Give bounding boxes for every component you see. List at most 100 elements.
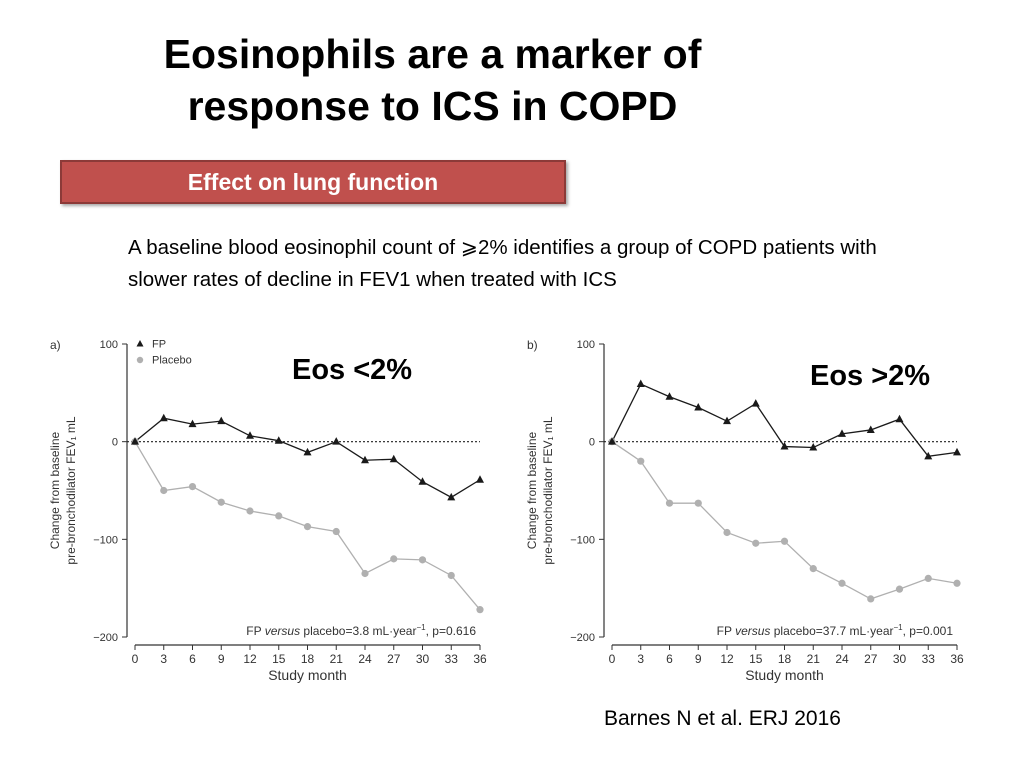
x-tick-label: 9 xyxy=(695,652,702,666)
placebo-point xyxy=(361,569,369,578)
y-tick-label: 0 xyxy=(589,437,595,449)
fp-point xyxy=(476,475,484,483)
fp-point xyxy=(866,425,875,433)
x-tick-label: 27 xyxy=(864,652,878,666)
stats-annotation: FP versus placebo=3.8 mL·year−1, p=0.616 xyxy=(246,623,476,638)
stats-annotation-versus: versus xyxy=(735,624,770,638)
fp-point xyxy=(274,436,283,444)
stats-annotation-versus: versus xyxy=(265,624,300,638)
x-tick-label: 24 xyxy=(358,652,372,666)
placebo-point xyxy=(418,556,427,564)
fp-point xyxy=(303,447,312,456)
fp-point xyxy=(389,454,398,463)
placebo-point xyxy=(246,507,254,515)
description-text: A baseline blood eosinophil count of ⩾2%… xyxy=(128,236,877,291)
x-tick-label: 3 xyxy=(160,652,167,666)
placebo-point xyxy=(188,482,197,491)
slide-title: Eosinophils are a marker of response to … xyxy=(163,31,702,129)
legend-placebo-marker xyxy=(136,356,144,364)
x-tick-label: 15 xyxy=(749,652,763,666)
x-tick-label: 24 xyxy=(835,652,849,666)
fp-point xyxy=(809,443,818,451)
placebo-point xyxy=(723,528,731,537)
placebo-point xyxy=(390,555,398,563)
fp-point xyxy=(924,451,933,460)
stats-annotation-prefix: FP xyxy=(717,624,735,638)
placebo-point xyxy=(809,565,817,573)
y-tick-label: 100 xyxy=(577,339,595,351)
fp-point xyxy=(953,447,961,456)
x-tick-label: 0 xyxy=(609,652,616,666)
x-tick-label: 3 xyxy=(637,652,644,666)
fp-point xyxy=(159,413,168,422)
fp-series-line xyxy=(134,417,481,499)
x-axis-label: Study month xyxy=(745,667,824,683)
y-axis-label-line2: pre-bronchodilator FEV₁ mL xyxy=(64,416,78,564)
stats-annotation-pvalue: , p=0.616 xyxy=(426,624,477,638)
fp-point xyxy=(447,492,456,501)
fp-point xyxy=(608,437,616,445)
legend-fp-label: FP xyxy=(152,339,166,351)
placebo-point xyxy=(694,499,702,507)
x-tick-label: 12 xyxy=(243,652,257,666)
y-tick-label: −100 xyxy=(570,534,595,546)
placebo-point xyxy=(476,606,484,614)
placebo-point xyxy=(752,539,760,547)
fp-point xyxy=(131,437,139,445)
x-tick-label: 30 xyxy=(893,652,907,666)
y-axis-label-line1: Change from baseline xyxy=(48,431,62,549)
placebo-point xyxy=(895,585,904,593)
eos-label-b: Eos >2% xyxy=(810,360,931,392)
x-tick-label: 9 xyxy=(218,652,225,666)
fp-point xyxy=(217,416,226,425)
fp-point xyxy=(694,402,703,411)
x-tick-label: 0 xyxy=(132,652,139,666)
fp-point xyxy=(723,416,731,425)
x-tick-label: 33 xyxy=(922,652,936,666)
x-tick-label: 15 xyxy=(272,652,286,666)
x-tick-label: 36 xyxy=(950,652,964,666)
fp-point xyxy=(838,429,846,437)
fp-point xyxy=(246,431,254,439)
stats-annotation: FP versus placebo=37.7 mL·year−1, p=0.00… xyxy=(717,623,954,638)
section-banner: Effect on lung function xyxy=(60,160,566,204)
fp-point xyxy=(361,455,369,464)
y-tick-label: −200 xyxy=(570,632,595,644)
x-tick-label: 18 xyxy=(301,652,315,666)
x-tick-label: 27 xyxy=(387,652,401,666)
y-tick-label: 100 xyxy=(100,339,118,351)
stats-annotation-superscript: −1 xyxy=(893,623,903,632)
placebo-point xyxy=(217,498,225,506)
placebo-point xyxy=(838,579,846,587)
y-tick-label: 0 xyxy=(112,437,118,449)
placebo-point xyxy=(780,537,789,545)
fp-point xyxy=(751,399,760,407)
fp-point xyxy=(636,379,645,388)
x-tick-label: 33 xyxy=(445,652,459,666)
x-tick-label: 21 xyxy=(330,652,344,666)
panel-letter: a) xyxy=(50,338,61,352)
placebo-point xyxy=(160,486,168,495)
fp-point xyxy=(665,392,674,400)
fp-point xyxy=(780,442,789,450)
placebo-point xyxy=(275,512,283,520)
y-tick-label: −200 xyxy=(93,632,118,644)
x-tick-label: 30 xyxy=(416,652,430,666)
x-tick-label: 21 xyxy=(807,652,821,666)
panel-letter: b) xyxy=(527,338,538,352)
legend-fp-marker xyxy=(136,340,144,347)
fp-point xyxy=(895,414,904,423)
placebo-point xyxy=(665,499,674,507)
stats-annotation-value: placebo=3.8 mL·year xyxy=(300,624,416,638)
x-tick-label: 6 xyxy=(666,652,673,666)
placebo-point xyxy=(447,571,455,580)
stats-annotation-superscript: −1 xyxy=(416,623,426,632)
placebo-point xyxy=(867,595,875,603)
stats-annotation-value: placebo=37.7 mL·year xyxy=(770,624,893,638)
x-tick-label: 18 xyxy=(778,652,792,666)
x-tick-label: 36 xyxy=(473,652,487,666)
y-axis-label-line2: pre-bronchodilator FEV₁ mL xyxy=(541,416,555,564)
citation: Barnes N et al. ERJ 2016 xyxy=(604,707,841,730)
